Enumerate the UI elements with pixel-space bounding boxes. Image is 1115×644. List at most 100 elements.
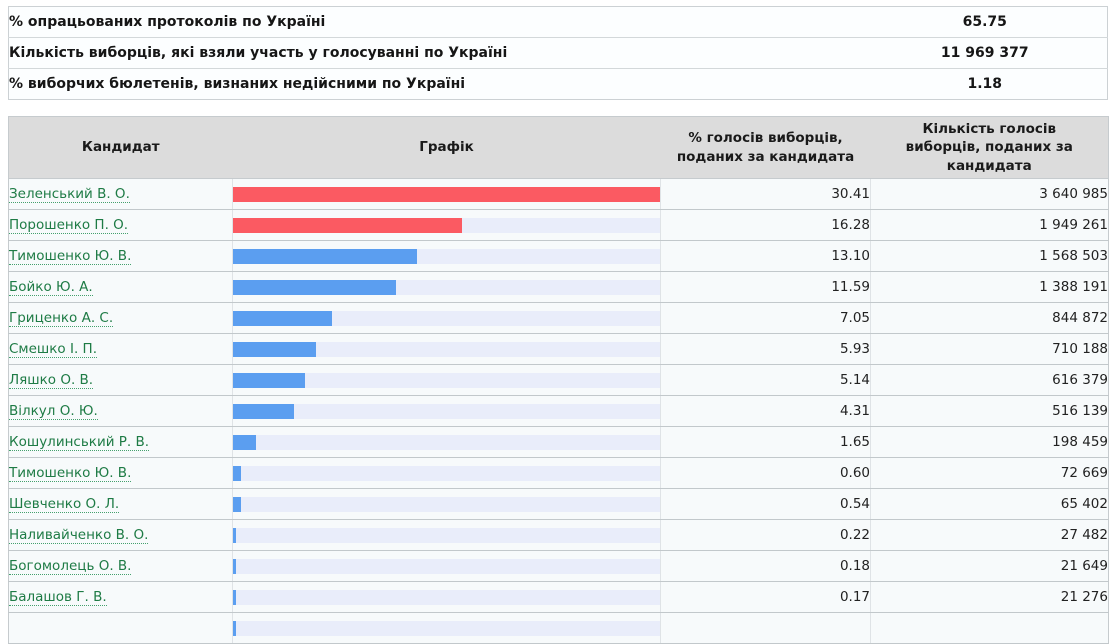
percent-cell: 0.17 bbox=[660, 581, 871, 613]
candidate-cell: Зеленський В. О. bbox=[8, 178, 233, 210]
percent-cell bbox=[660, 612, 871, 644]
candidate-cell: Кошулинський Р. В. bbox=[8, 426, 233, 458]
bar-track bbox=[233, 372, 660, 388]
candidate-link[interactable]: Богомолець О. В. bbox=[9, 558, 132, 575]
results-table: Кандидат Графік % голосів виборців, пода… bbox=[8, 116, 1109, 644]
percent-cell: 0.54 bbox=[660, 488, 871, 520]
summary-value: 1.18 bbox=[967, 76, 1003, 92]
candidate-link[interactable]: Наливайченко В. О. bbox=[9, 527, 149, 544]
bar-fill bbox=[233, 589, 236, 605]
votes-cell: 710 188 bbox=[870, 333, 1109, 365]
percent-cell: 0.18 bbox=[660, 550, 871, 582]
table-row: Вілкул О. Ю. 4.31 516 139 bbox=[8, 395, 1109, 427]
bar-fill bbox=[233, 341, 317, 357]
table-row: Тимошенко Ю. В. 0.60 72 669 bbox=[8, 457, 1109, 489]
candidate-cell: Порошенко П. О. bbox=[8, 209, 233, 241]
votes-cell: 72 669 bbox=[870, 457, 1109, 489]
table-row: Шевченко О. Л. 0.54 65 402 bbox=[8, 488, 1109, 520]
candidate-cell: Тимошенко Ю. В. bbox=[8, 457, 233, 489]
percent-cell: 7.05 bbox=[660, 302, 871, 334]
bar-cell bbox=[232, 488, 661, 520]
candidate-link[interactable]: Бойко Ю. А. bbox=[9, 279, 93, 296]
bar-fill bbox=[233, 434, 257, 450]
votes-cell: 65 402 bbox=[870, 488, 1109, 520]
table-row bbox=[8, 612, 1109, 644]
votes-cell: 21 649 bbox=[870, 550, 1109, 582]
bar-track bbox=[233, 589, 660, 605]
bar-fill bbox=[233, 496, 241, 512]
votes-cell: 616 379 bbox=[870, 364, 1109, 396]
percent-cell: 5.93 bbox=[660, 333, 871, 365]
summary-label: Кількість виборців, які взяли участь у г… bbox=[8, 37, 863, 69]
percent-cell: 11.59 bbox=[660, 271, 871, 303]
bar-track bbox=[233, 620, 660, 636]
candidate-link[interactable]: Балашов Г. В. bbox=[9, 589, 107, 606]
votes-cell: 1 949 261 bbox=[870, 209, 1109, 241]
bar-cell bbox=[232, 457, 661, 489]
candidate-cell: Вілкул О. Ю. bbox=[8, 395, 233, 427]
bar-fill bbox=[233, 372, 306, 388]
results-header-row: Кандидат Графік % голосів виборців, пода… bbox=[8, 116, 1109, 179]
bar-cell bbox=[232, 178, 661, 210]
header-candidate: Кандидат bbox=[8, 116, 233, 179]
candidate-link[interactable]: Смешко І. П. bbox=[9, 341, 97, 358]
table-row: Тимошенко Ю. В. 13.10 1 568 503 bbox=[8, 240, 1109, 272]
percent-cell: 16.28 bbox=[660, 209, 871, 241]
candidate-cell: Богомолець О. В. bbox=[8, 550, 233, 582]
candidate-link[interactable]: Ляшко О. В. bbox=[9, 372, 94, 389]
table-row: Смешко І. П. 5.93 710 188 bbox=[8, 333, 1109, 365]
candidate-cell: Смешко І. П. bbox=[8, 333, 233, 365]
candidate-cell: Наливайченко В. О. bbox=[8, 519, 233, 551]
candidate-cell: Гриценко А. С. bbox=[8, 302, 233, 334]
percent-cell: 0.22 bbox=[660, 519, 871, 551]
votes-cell: 1 568 503 bbox=[870, 240, 1109, 272]
summary-label: % виборчих бюлетенів, визнаних недійсним… bbox=[9, 76, 466, 92]
candidate-cell: Балашов Г. В. bbox=[8, 581, 233, 613]
bar-track bbox=[233, 341, 660, 357]
votes-cell: 516 139 bbox=[870, 395, 1109, 427]
table-row: Порошенко П. О. 16.28 1 949 261 bbox=[8, 209, 1109, 241]
table-row: Богомолець О. В. 0.18 21 649 bbox=[8, 550, 1109, 582]
results-body: Зеленський В. О. 30.41 3 640 985 Порошен… bbox=[8, 178, 1109, 644]
candidate-link[interactable]: Зеленський В. О. bbox=[9, 186, 130, 203]
header-percent: % голосів виборців, поданих за кандидата bbox=[660, 116, 871, 179]
candidate-cell: Тимошенко Ю. В. bbox=[8, 240, 233, 272]
bar-fill bbox=[233, 310, 332, 326]
percent-cell: 0.60 bbox=[660, 457, 871, 489]
header-graph: Графік bbox=[232, 116, 661, 179]
table-row: Зеленський В. О. 30.41 3 640 985 bbox=[8, 178, 1109, 210]
candidate-link[interactable]: Порошенко П. О. bbox=[9, 217, 129, 234]
votes-cell bbox=[870, 612, 1109, 644]
bar-cell bbox=[232, 395, 661, 427]
bar-fill bbox=[233, 403, 294, 419]
votes-cell: 198 459 bbox=[870, 426, 1109, 458]
bar-cell bbox=[232, 302, 661, 334]
summary-label: % опрацьованих протоколів по Україні bbox=[8, 6, 863, 38]
summary-value: 65.75 bbox=[862, 6, 1108, 38]
bar-fill bbox=[233, 248, 417, 264]
bar-cell bbox=[232, 240, 661, 272]
candidate-link[interactable]: Тимошенко Ю. В. bbox=[9, 465, 132, 482]
bar-fill bbox=[233, 558, 236, 574]
summary-row-protocols: % опрацьованих протоколів по Україні 65.… bbox=[8, 6, 1108, 38]
candidate-link[interactable]: Вілкул О. Ю. bbox=[9, 403, 98, 420]
candidate-cell: Ляшко О. В. bbox=[8, 364, 233, 396]
percent-cell: 4.31 bbox=[660, 395, 871, 427]
bar-fill bbox=[233, 279, 396, 295]
bar-track bbox=[233, 496, 660, 512]
candidate-cell: Бойко Ю. А. bbox=[8, 271, 233, 303]
table-row: Наливайченко В. О. 0.22 27 482 bbox=[8, 519, 1109, 551]
candidate-link[interactable]: Кошулинський Р. В. bbox=[9, 434, 150, 451]
bar-fill bbox=[233, 620, 236, 636]
candidate-cell: Шевченко О. Л. bbox=[8, 488, 233, 520]
summary-row-turnout: Кількість виборців, які взяли участь у г… bbox=[8, 37, 1108, 69]
percent-cell: 30.41 bbox=[660, 178, 871, 210]
candidate-link[interactable]: Шевченко О. Л. bbox=[9, 496, 120, 513]
summary-value: 11 969 377 bbox=[862, 37, 1108, 69]
candidate-link[interactable]: Гриценко А. С. bbox=[9, 310, 114, 327]
percent-cell: 1.65 bbox=[660, 426, 871, 458]
bar-fill bbox=[233, 217, 462, 233]
candidate-link[interactable]: Тимошенко Ю. В. bbox=[9, 248, 132, 265]
summary-row-invalid: % виборчих бюлетенів, визнаних недійсним… bbox=[9, 69, 1108, 100]
bar-cell bbox=[232, 209, 661, 241]
